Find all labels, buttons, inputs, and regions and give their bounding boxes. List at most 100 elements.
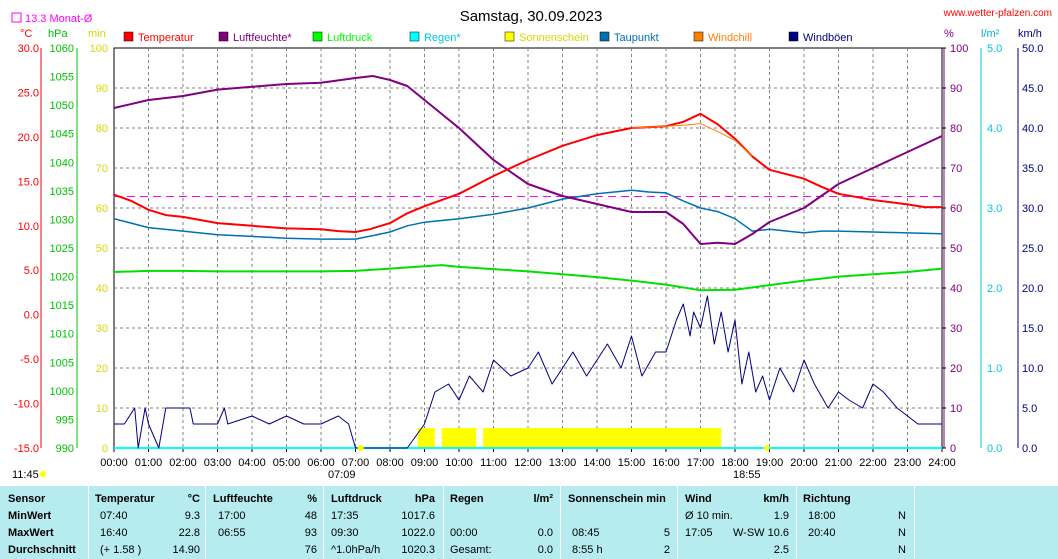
monthly-avg-label: 13.3 Monat-Ø: [25, 13, 93, 25]
axis-unit-percent: %: [944, 28, 954, 40]
rain-time: Gesamt:: [450, 544, 492, 556]
y-tick-label-pressure_hpa: 1060: [50, 43, 74, 55]
y-tick-label-pressure_hpa: 1010: [50, 329, 74, 341]
y-tick-label-wind_kmh: 30.0: [1022, 203, 1043, 215]
x-tick-label: 01:00: [135, 457, 163, 469]
humidity-value: 93: [304, 527, 317, 539]
axis-unit-lm2: l/m²: [981, 28, 1000, 40]
y-tick-label-rain_lm2: 1.0: [987, 363, 1002, 375]
legend-swatch: [218, 31, 229, 42]
header-temperature-unit: °C: [187, 493, 200, 505]
y-tick-label-rain_lm2: 4.0: [987, 123, 1002, 135]
y-tick-label-humidity_pct: 90: [950, 83, 962, 95]
y-tick-label-humidity_pct: 60: [950, 203, 962, 215]
y-tick-label-humidity_pct: 100: [950, 43, 968, 55]
humidity-time: 06:55: [218, 527, 246, 539]
table-column-separator: [323, 486, 324, 559]
legend-swatch: [599, 31, 610, 42]
y-tick-label-sunshine_min: 40: [96, 283, 108, 295]
x-tick-label: 24:00: [928, 457, 956, 469]
sunrise-marker: [357, 445, 364, 451]
y-tick-label-temperature_c: 0.0: [24, 310, 39, 322]
table-column-separator: [677, 486, 678, 559]
rain-time: 00:00: [450, 527, 478, 539]
y-tick-label-pressure_hpa: 1055: [50, 72, 74, 84]
x-tick-label: 11:00: [480, 457, 507, 469]
x-tick-label: 10:00: [445, 457, 473, 469]
y-tick-label-humidity_pct: 0: [950, 443, 956, 455]
sunshine-value: 2: [663, 544, 670, 556]
x-tick-label: 00:00: [100, 457, 128, 469]
legend: Temperatur Luftfeuchte* Luftdruck Regen* Son…: [123, 31, 853, 44]
y-tick-label-sunshine_min: 20: [96, 363, 108, 375]
y-tick-label-pressure_hpa: 1000: [50, 386, 74, 398]
direction-time: 18:00: [808, 510, 836, 522]
x-tick-label: 17:00: [687, 457, 715, 469]
temp-value: 22.8: [178, 527, 200, 539]
series-line-temperatur: [113, 112, 942, 233]
y-tick-label-humidity_pct: 50: [950, 243, 962, 255]
chart-marks: [113, 75, 943, 451]
series-line-luftfeuchte: [113, 75, 943, 245]
table-column-separator: [914, 486, 915, 559]
header-temperature: Temperatur: [95, 493, 155, 505]
x-tick-label: 09:00: [411, 457, 439, 469]
row-label: MaxWert: [8, 527, 54, 539]
y-tick-label-pressure_hpa: 1050: [50, 100, 74, 112]
y-tick-label-temperature_c: 30.0: [18, 43, 39, 55]
axis-unit-hpa: hPa: [48, 28, 68, 40]
temp-time: 16:40: [100, 527, 128, 539]
legend-swatch: [693, 31, 704, 42]
stats-table: [0, 486, 1058, 559]
y-tick-label-pressure_hpa: 1020: [50, 272, 74, 284]
legend-label: Taupunkt: [614, 32, 659, 44]
x-tick-label: 13:00: [549, 457, 577, 469]
series-line-windben: [114, 295, 942, 449]
x-tick-label: 15:00: [618, 457, 646, 469]
series-line-luftdruck: [113, 264, 943, 292]
x-tick-label: 06:00: [307, 457, 335, 469]
pressure-value: 1022.0: [401, 527, 435, 539]
humidity-time: 17:00: [218, 510, 246, 522]
sunshine-bar: [483, 428, 722, 448]
y-tick-label-pressure_hpa: 1035: [50, 186, 74, 198]
x-tick-label: 23:00: [894, 457, 922, 469]
y-tick-label-pressure_hpa: 990: [56, 443, 74, 455]
wind-time: Ø 10 min.: [685, 510, 733, 522]
wind-value: 2.5: [773, 544, 789, 556]
legend-swatch: [788, 31, 799, 42]
x-tick-label: 08:00: [376, 457, 404, 469]
y-tick-label-wind_kmh: 20.0: [1022, 283, 1043, 295]
y-tick-label-pressure_hpa: 995: [56, 414, 74, 426]
sunset-marker: [763, 445, 770, 451]
y-tick-label-wind_kmh: 5.0: [1022, 403, 1037, 415]
header-direction: Richtung: [803, 493, 851, 505]
header-pressure: Luftdruck: [331, 493, 382, 505]
pressure-time: 09:30: [331, 527, 359, 539]
pressure-time: ^1.0hPa/h: [331, 544, 381, 556]
y-tick-label-temperature_c: 25.0: [18, 87, 39, 99]
monthly-avg-marker: [11, 12, 22, 23]
y-tick-label-temperature_c: -5.0: [20, 354, 39, 366]
table-column-separator: [560, 486, 561, 559]
legend-swatch: [312, 31, 323, 42]
series-line-windchill: [631, 123, 753, 157]
header-rain: Regen: [450, 493, 484, 505]
sunshine-value: 5: [663, 527, 670, 539]
y-tick-label-rain_lm2: 2.0: [987, 283, 1002, 295]
table-column-separator: [443, 486, 444, 559]
x-tick-label: 18:00: [721, 457, 749, 469]
header-rain-unit: l/m²: [533, 493, 553, 505]
grid: [113, 47, 943, 449]
x-tick-label: 21:00: [825, 457, 853, 469]
wind-time: 17:05: [685, 527, 713, 539]
weather-chart: Samstag, 30.09.2023 www.wetter-pfalzen.c…: [11, 8, 1052, 481]
sunset-label: 18:55: [733, 469, 761, 481]
y-tick-label-sunshine_min: 10: [96, 403, 108, 415]
axis-unit-kmh: km/h: [1018, 28, 1042, 40]
x-tick-label: 22:00: [859, 457, 887, 469]
legend-label: Regen*: [424, 32, 461, 44]
y-tick-label-temperature_c: 5.0: [24, 265, 39, 277]
legend-label: Windchill: [708, 32, 752, 44]
direction-time: 20:40: [808, 527, 836, 539]
